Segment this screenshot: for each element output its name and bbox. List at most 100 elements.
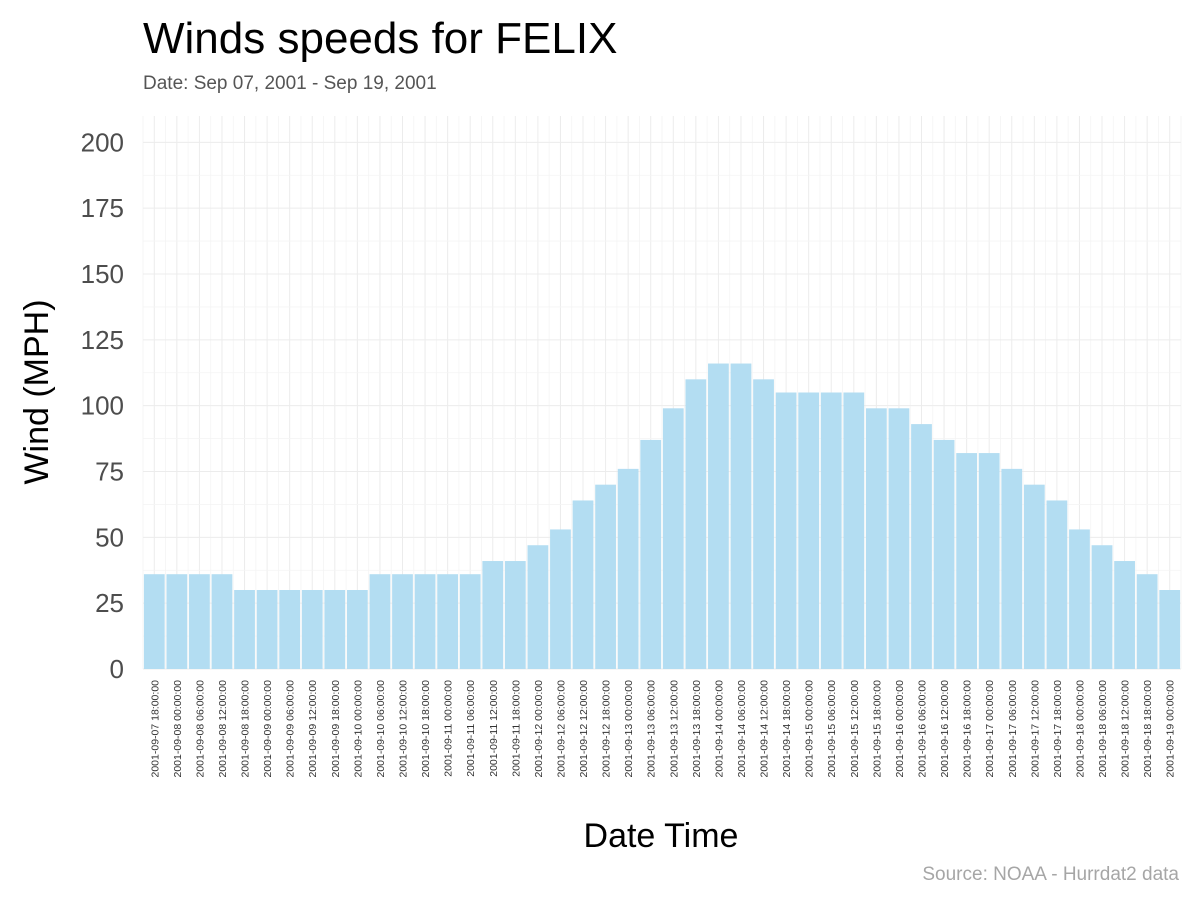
bar bbox=[617, 468, 639, 669]
y-tick-label: 150 bbox=[81, 259, 124, 289]
x-tick-label: 2001-09-11 18:00:00 bbox=[510, 680, 522, 777]
x-tick-label: 2001-09-13 18:00:00 bbox=[691, 680, 703, 778]
bar bbox=[730, 363, 752, 669]
x-tick-label: 2001-09-11 00:00:00 bbox=[443, 680, 455, 777]
x-tick-label: 2001-09-11 06:00:00 bbox=[465, 680, 477, 777]
x-tick-label: 2001-09-08 00:00:00 bbox=[172, 680, 184, 778]
bar bbox=[1023, 484, 1045, 669]
x-tick-label: 2001-09-15 12:00:00 bbox=[849, 680, 861, 778]
bar bbox=[1091, 545, 1113, 669]
bar bbox=[843, 392, 865, 669]
bar bbox=[504, 561, 526, 669]
bar bbox=[820, 392, 842, 669]
bar bbox=[527, 545, 549, 669]
bar bbox=[211, 574, 233, 669]
x-tick-label: 2001-09-16 06:00:00 bbox=[917, 680, 929, 778]
bar bbox=[1159, 590, 1181, 669]
x-tick-label: 2001-09-17 06:00:00 bbox=[1007, 680, 1019, 778]
y-tick-label: 0 bbox=[110, 654, 124, 684]
chart-title: Winds speeds for FELIX bbox=[143, 14, 617, 63]
x-tick-label: 2001-09-08 06:00:00 bbox=[194, 680, 206, 778]
bar bbox=[708, 363, 729, 669]
bar bbox=[1136, 574, 1158, 669]
chart-subtitle: Date: Sep 07, 2001 - Sep 19, 2001 bbox=[143, 73, 437, 94]
x-tick-label: 2001-09-08 18:00:00 bbox=[240, 680, 252, 778]
bar-layer bbox=[143, 363, 1181, 669]
x-tick-label: 2001-09-09 06:00:00 bbox=[285, 680, 297, 778]
bar bbox=[753, 379, 774, 669]
bar bbox=[143, 574, 165, 669]
x-tick-label: 2001-09-17 12:00:00 bbox=[1029, 680, 1041, 778]
x-tick-label: 2001-09-09 18:00:00 bbox=[330, 680, 342, 778]
bar bbox=[392, 574, 413, 669]
x-tick-label: 2001-09-15 18:00:00 bbox=[871, 680, 883, 778]
x-tick-label: 2001-09-12 06:00:00 bbox=[555, 680, 567, 778]
x-tick-label: 2001-09-09 12:00:00 bbox=[307, 680, 319, 778]
x-tick-label: 2001-09-16 00:00:00 bbox=[894, 680, 906, 778]
bar bbox=[933, 439, 955, 669]
bar bbox=[798, 392, 820, 669]
x-tick-label: 2001-09-17 00:00:00 bbox=[984, 680, 996, 778]
bar bbox=[775, 392, 797, 669]
bar bbox=[414, 574, 436, 669]
x-tick-label: 2001-09-16 12:00:00 bbox=[939, 680, 951, 778]
x-tick-label: 2001-09-18 18:00:00 bbox=[1142, 680, 1154, 778]
x-axis-ticks: 2001-09-07 18:00:00 2001-09-08 00:00:00 20… bbox=[149, 680, 1176, 778]
x-tick-label: 2001-09-12 00:00:00 bbox=[533, 680, 545, 778]
bar bbox=[640, 439, 662, 669]
x-tick-label: 2001-09-12 12:00:00 bbox=[578, 680, 590, 778]
x-tick-label: 2001-09-10 12:00:00 bbox=[398, 680, 410, 778]
x-tick-label: 2001-09-18 00:00:00 bbox=[1074, 680, 1086, 778]
bar bbox=[572, 500, 594, 669]
bar bbox=[1114, 561, 1135, 669]
bar bbox=[234, 590, 255, 669]
x-tick-label: 2001-09-13 00:00:00 bbox=[623, 680, 635, 778]
x-tick-label: 2001-09-10 06:00:00 bbox=[375, 680, 387, 778]
bar bbox=[662, 408, 684, 669]
x-tick-label: 2001-09-11 12:00:00 bbox=[488, 680, 500, 777]
y-axis-ticks: 0 25 50 75 100 125 150 175 200 bbox=[81, 127, 124, 684]
y-axis-label: Wind (MPH) bbox=[18, 299, 56, 484]
bar bbox=[888, 408, 910, 669]
x-tick-label: 2001-09-10 00:00:00 bbox=[352, 680, 364, 778]
y-tick-label: 100 bbox=[81, 391, 124, 421]
bar bbox=[459, 574, 481, 669]
x-tick-label: 2001-09-18 06:00:00 bbox=[1097, 680, 1109, 778]
x-tick-label: 2001-09-13 12:00:00 bbox=[668, 680, 680, 778]
x-tick-label: 2001-09-10 18:00:00 bbox=[420, 680, 432, 778]
bar bbox=[279, 590, 301, 669]
bar bbox=[369, 574, 391, 669]
y-tick-label: 200 bbox=[81, 127, 124, 157]
x-tick-label: 2001-09-13 06:00:00 bbox=[646, 680, 658, 778]
x-tick-label: 2001-09-18 12:00:00 bbox=[1120, 680, 1132, 778]
bar bbox=[166, 574, 188, 669]
x-tick-label: 2001-09-17 18:00:00 bbox=[1052, 680, 1064, 778]
bar bbox=[1069, 529, 1090, 669]
bar bbox=[550, 529, 571, 669]
bar bbox=[324, 590, 346, 669]
bar bbox=[1046, 500, 1068, 669]
x-axis-label: Date Time bbox=[584, 817, 739, 855]
x-tick-label: 2001-09-09 00:00:00 bbox=[262, 680, 274, 778]
y-tick-label: 25 bbox=[95, 588, 124, 618]
x-tick-label: 2001-09-14 00:00:00 bbox=[713, 680, 725, 778]
x-tick-label: 2001-09-19 00:00:00 bbox=[1165, 680, 1177, 778]
bar bbox=[978, 453, 1000, 669]
x-tick-label: 2001-09-15 06:00:00 bbox=[826, 680, 838, 778]
x-tick-label: 2001-09-14 06:00:00 bbox=[736, 680, 748, 778]
x-tick-label: 2001-09-15 00:00:00 bbox=[804, 680, 816, 778]
bar bbox=[256, 590, 278, 669]
bar bbox=[437, 574, 459, 669]
x-tick-label: 2001-09-14 18:00:00 bbox=[781, 680, 793, 778]
bar bbox=[346, 590, 368, 669]
y-tick-label: 125 bbox=[81, 325, 124, 355]
x-tick-label: 2001-09-07 18:00:00 bbox=[149, 680, 161, 778]
bar bbox=[301, 590, 323, 669]
bar bbox=[1001, 468, 1023, 669]
bar bbox=[482, 561, 504, 669]
x-tick-label: 2001-09-14 12:00:00 bbox=[759, 680, 771, 778]
bar bbox=[911, 424, 932, 669]
y-tick-label: 50 bbox=[95, 522, 124, 552]
